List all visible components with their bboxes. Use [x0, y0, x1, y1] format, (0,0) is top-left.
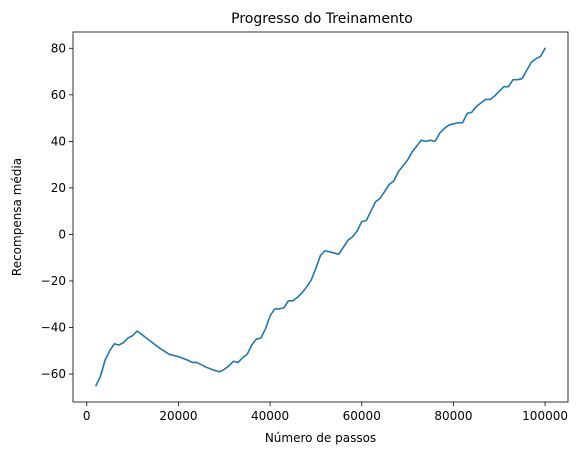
- x-ticks: 0 20000 40000 60000 80000 100000: [83, 402, 568, 423]
- y-tick-label: −20: [41, 274, 66, 288]
- x-tick-label: 20000: [159, 409, 197, 423]
- plot-series: [95, 47, 546, 387]
- x-tick-label: 100000: [522, 409, 568, 423]
- series-line: [95, 47, 546, 387]
- y-tick-label: 60: [51, 88, 66, 102]
- x-tick-label: 80000: [434, 409, 472, 423]
- plot-frame: [72, 31, 569, 403]
- y-tick-label: −40: [41, 321, 66, 335]
- y-tick-label: 40: [51, 134, 66, 148]
- x-tick-label: 40000: [251, 409, 289, 423]
- y-axis-label: Recompensa média: [10, 158, 24, 276]
- x-axis-label: Número de passos: [265, 431, 376, 445]
- y-tick-label: −60: [41, 367, 66, 381]
- y-tick-label: 80: [51, 41, 66, 55]
- x-tick-label: 60000: [343, 409, 381, 423]
- y-ticks: −60 −40 −20 0 20 40 60 80: [41, 41, 73, 381]
- chart-title: Progresso do Treinamento: [231, 11, 413, 27]
- y-tick-label: 0: [58, 227, 66, 241]
- x-tick-label: 0: [83, 409, 91, 423]
- y-tick-label: 20: [51, 181, 66, 195]
